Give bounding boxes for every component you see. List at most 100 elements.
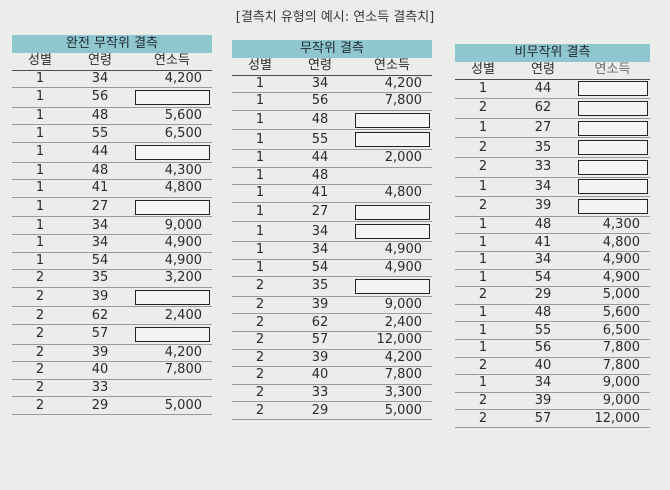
table-row: 1 27: [455, 118, 650, 139]
cell-age: 34: [511, 177, 575, 198]
missing-value-marker: [578, 140, 648, 156]
table-row: 2 62 2,400: [12, 306, 212, 325]
cell-sex: 1: [12, 142, 68, 163]
cell-age: 33: [511, 157, 575, 178]
missing-value-marker: [578, 81, 648, 97]
cell-age: 62: [511, 98, 575, 119]
table-row: 1 34 4,900: [232, 241, 432, 260]
cell-age: 44: [68, 142, 132, 163]
missing-value-marker: [355, 204, 430, 220]
cell-income: 4,800: [352, 184, 432, 203]
column-header-income: 연소득: [352, 58, 432, 76]
table-mnar: 비무작위 결측 성별 연령 연소득 1 44 2 62 1 27 2 35 2 33 1 34 2 39 1…: [455, 44, 650, 428]
missing-value-marker: [355, 112, 430, 128]
table-row: 2 62 2,400: [232, 313, 432, 332]
table-row: 1 41 4,800: [12, 179, 212, 198]
missing-value-box: [575, 118, 650, 139]
column-header-sex: 성별: [455, 62, 511, 80]
cell-age: 34: [288, 221, 352, 242]
table-row: 2 35: [232, 276, 432, 297]
cell-sex: 2: [232, 384, 288, 403]
cell-age: 34: [511, 251, 575, 270]
missing-value-marker: [578, 198, 648, 214]
cell-age: 39: [511, 196, 575, 217]
missing-value-marker: [355, 132, 430, 148]
cell-income: 5,000: [575, 286, 650, 305]
column-header-age: 연령: [288, 58, 352, 76]
table-row: 1 44 2,000: [232, 149, 432, 168]
cell-income: [352, 167, 432, 186]
cell-sex: 2: [455, 392, 511, 411]
table-row: 2 40 7,800: [12, 361, 212, 380]
table-title: 무작위 결측: [232, 40, 432, 58]
table-row: 2 29 5,000: [232, 401, 432, 420]
missing-value-box: [575, 137, 650, 158]
missing-value-marker: [135, 144, 210, 160]
table-row: 2 39: [455, 196, 650, 217]
cell-income: 9,000: [575, 392, 650, 411]
column-header-sex: 성별: [232, 58, 288, 76]
missing-value-box: [352, 202, 432, 223]
cell-income: 4,200: [352, 75, 432, 94]
cell-sex: 2: [232, 313, 288, 332]
cell-income: 7,800: [575, 339, 650, 358]
cell-age: 27: [68, 197, 132, 218]
table-row: 2 35 3,200: [12, 269, 212, 288]
cell-sex: 1: [232, 75, 288, 94]
missing-value-marker: [135, 326, 210, 342]
cell-sex: 2: [232, 366, 288, 385]
cell-age: 54: [68, 252, 132, 271]
table-row: 1 55: [232, 129, 432, 150]
cell-age: 55: [68, 124, 132, 143]
cell-income: [132, 379, 212, 398]
table-row: 1 34 4,900: [12, 234, 212, 253]
cell-sex: 2: [232, 349, 288, 368]
missing-value-marker: [355, 278, 430, 294]
cell-age: 35: [511, 137, 575, 158]
cell-income: 5,000: [352, 401, 432, 420]
cell-age: 62: [68, 306, 132, 325]
cell-sex: 1: [12, 197, 68, 218]
cell-income: 9,000: [352, 296, 432, 315]
table-row: 1 34: [455, 177, 650, 198]
table-row: 1 54 4,900: [232, 259, 432, 278]
cell-age: 48: [511, 304, 575, 323]
cell-sex: 2: [12, 379, 68, 398]
missing-value-box: [352, 221, 432, 242]
missing-value-marker: [578, 120, 648, 136]
cell-income: 2,000: [352, 149, 432, 168]
table-title: 비무작위 결측: [455, 44, 650, 62]
cell-income: 4,800: [132, 179, 212, 198]
cell-income: 4,200: [132, 70, 212, 89]
missing-value-box: [352, 276, 432, 297]
table-row: 1 34 9,000: [455, 374, 650, 393]
cell-age: 48: [68, 107, 132, 126]
cell-age: 40: [511, 357, 575, 376]
table-row: 2 39 4,200: [12, 344, 212, 363]
missing-value-marker: [135, 89, 210, 105]
cell-sex: 2: [12, 269, 68, 288]
table-row: 2 33 3,300: [232, 384, 432, 403]
cell-age: 27: [288, 202, 352, 223]
cell-age: 44: [511, 79, 575, 100]
cell-sex: 2: [455, 286, 511, 305]
cell-sex: 1: [232, 202, 288, 223]
cell-age: 39: [288, 349, 352, 368]
cell-income: 4,800: [575, 233, 650, 252]
missing-value-box: [352, 110, 432, 131]
cell-income: 5,600: [132, 107, 212, 126]
cell-income: 7,800: [132, 361, 212, 380]
cell-income: 3,300: [352, 384, 432, 403]
cell-age: 39: [511, 392, 575, 411]
cell-sex: 1: [232, 167, 288, 186]
cell-age: 35: [288, 276, 352, 297]
table-row: 1 41 4,800: [232, 184, 432, 203]
cell-sex: 1: [232, 129, 288, 150]
cell-age: 34: [511, 374, 575, 393]
table-row: 1 44: [12, 142, 212, 163]
table-row: 1 48 4,300: [455, 216, 650, 235]
cell-age: 35: [68, 269, 132, 288]
cell-age: 34: [68, 70, 132, 89]
table-row: 2 39 4,200: [232, 349, 432, 368]
cell-sex: 2: [232, 401, 288, 420]
